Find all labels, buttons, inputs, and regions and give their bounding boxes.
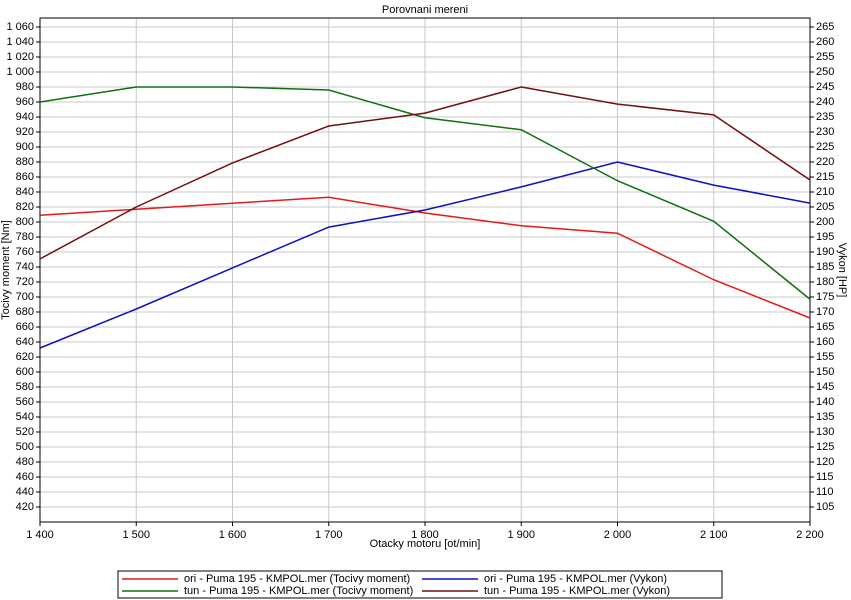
y-tick-label: 640 <box>16 336 34 348</box>
y2-tick-label: 130 <box>816 426 834 438</box>
y-tick-label: 520 <box>16 426 34 438</box>
y-tick-label: 840 <box>16 186 34 198</box>
y-tick-label: 500 <box>16 441 34 453</box>
y-tick-label: 1 040 <box>6 36 34 48</box>
y-tick-label: 980 <box>16 81 34 93</box>
y2-tick-label: 105 <box>816 501 834 513</box>
series-line <box>39 86 811 260</box>
y2-tick-label: 260 <box>816 36 834 48</box>
y-axis-label: Tocivy moment [Nm] <box>0 220 12 320</box>
y2-axis-label: Vykon [HP] <box>836 243 848 298</box>
y2-tick-label: 265 <box>816 21 834 33</box>
y2-tick-label: 235 <box>816 111 834 123</box>
legend-box <box>117 570 723 599</box>
y-tick-label: 620 <box>16 351 34 363</box>
y2-tick-label: 115 <box>816 471 834 483</box>
x-tick-label: 2 100 <box>700 529 728 541</box>
x-tick-label: 1 600 <box>219 529 247 541</box>
y-tick-label: 600 <box>16 366 34 378</box>
legend-label: tun - Puma 195 - KMPOL.mer (Tocivy momen… <box>184 585 413 597</box>
y2-tick-label: 210 <box>816 186 834 198</box>
x-tick-label: 1 400 <box>26 529 54 541</box>
y-tick-label: 420 <box>16 501 34 513</box>
legend-label: tun - Puma 195 - KMPOL.mer (Vykon) <box>484 585 670 597</box>
y2-tick-label: 150 <box>816 366 834 378</box>
y2-tick-label: 225 <box>816 141 834 153</box>
plot-frame <box>39 17 811 523</box>
y2-tick-label: 200 <box>816 216 834 228</box>
y-tick-label: 480 <box>16 456 34 468</box>
y2-tick-label: 215 <box>816 171 834 183</box>
y2-tick-label: 165 <box>816 321 834 333</box>
y-tick-label: 820 <box>16 201 34 213</box>
series-line <box>39 196 811 319</box>
y2-tick-label: 250 <box>816 66 834 78</box>
x-tick-label: 1 800 <box>411 529 439 541</box>
x-tick-label: 2 000 <box>604 529 632 541</box>
legend-label: ori - Puma 195 - KMPOL.mer (Tocivy momen… <box>184 573 410 585</box>
y2-tick-label: 120 <box>816 456 834 468</box>
y2-tick-label: 230 <box>816 126 834 138</box>
y-tick-label: 780 <box>16 231 34 243</box>
y-tick-label: 940 <box>16 111 34 123</box>
y-tick-label: 680 <box>16 306 34 318</box>
y2-tick-label: 195 <box>816 231 834 243</box>
y-tick-label: 1 000 <box>6 66 34 78</box>
y2-tick-label: 175 <box>816 291 834 303</box>
y-tick-label: 960 <box>16 96 34 108</box>
y2-tick-label: 190 <box>816 246 834 258</box>
y2-tick-label: 125 <box>816 441 834 453</box>
y2-tick-label: 255 <box>816 51 834 63</box>
y2-tick-label: 205 <box>816 201 834 213</box>
y-tick-label: 560 <box>16 396 34 408</box>
y2-tick-label: 160 <box>816 336 834 348</box>
y-tick-label: 540 <box>16 411 34 423</box>
y-tick-label: 800 <box>16 216 34 228</box>
y2-tick-label: 240 <box>816 96 834 108</box>
y-tick-label: 1 060 <box>6 21 34 33</box>
y-tick-label: 860 <box>16 171 34 183</box>
y2-tick-label: 220 <box>816 156 834 168</box>
x-tick-label: 1 900 <box>507 529 535 541</box>
y-tick-label: 1 020 <box>6 51 34 63</box>
y2-tick-label: 185 <box>816 261 834 273</box>
legend-label: ori - Puma 195 - KMPOL.mer (Vykon) <box>484 573 667 585</box>
y-tick-label: 440 <box>16 486 34 498</box>
x-tick-label: 1 700 <box>315 529 343 541</box>
y2-tick-label: 245 <box>816 81 834 93</box>
x-axis-label: Otacky motoru [ot/min] <box>370 538 481 550</box>
chart-title: Porovnani mereni <box>382 4 468 16</box>
x-tick-label: 1 500 <box>122 529 150 541</box>
y2-tick-label: 180 <box>816 276 834 288</box>
y2-tick-label: 110 <box>816 486 834 498</box>
series-line <box>39 161 811 349</box>
y-tick-label: 920 <box>16 126 34 138</box>
y-tick-label: 900 <box>16 141 34 153</box>
y-tick-label: 660 <box>16 321 34 333</box>
y-tick-label: 880 <box>16 156 34 168</box>
y2-tick-label: 170 <box>816 306 834 318</box>
y-tick-label: 740 <box>16 261 34 273</box>
y-tick-label: 760 <box>16 246 34 258</box>
y2-tick-label: 145 <box>816 381 834 393</box>
series-line <box>39 86 811 300</box>
y2-tick-label: 140 <box>816 396 834 408</box>
y-tick-label: 700 <box>16 291 34 303</box>
y2-tick-label: 155 <box>816 351 834 363</box>
y-tick-label: 460 <box>16 471 34 483</box>
y-tick-label: 580 <box>16 381 34 393</box>
y2-tick-label: 135 <box>816 411 834 423</box>
y-tick-label: 720 <box>16 276 34 288</box>
x-tick-label: 2 200 <box>796 529 824 541</box>
